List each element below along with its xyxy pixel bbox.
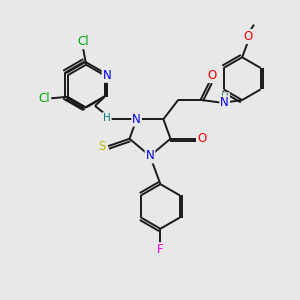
Text: S: S: [98, 140, 105, 153]
Text: N: N: [103, 69, 111, 82]
Text: H: H: [103, 113, 111, 123]
Text: O: O: [244, 30, 253, 43]
Text: O: O: [208, 69, 217, 82]
Text: N: N: [132, 113, 141, 126]
Text: Cl: Cl: [77, 35, 89, 48]
Text: Cl: Cl: [38, 92, 50, 105]
Text: N: N: [220, 96, 229, 110]
Text: O: O: [244, 30, 253, 43]
Text: H: H: [221, 93, 229, 103]
Text: O: O: [198, 132, 207, 145]
Text: N: N: [146, 149, 154, 162]
Text: F: F: [157, 243, 164, 256]
